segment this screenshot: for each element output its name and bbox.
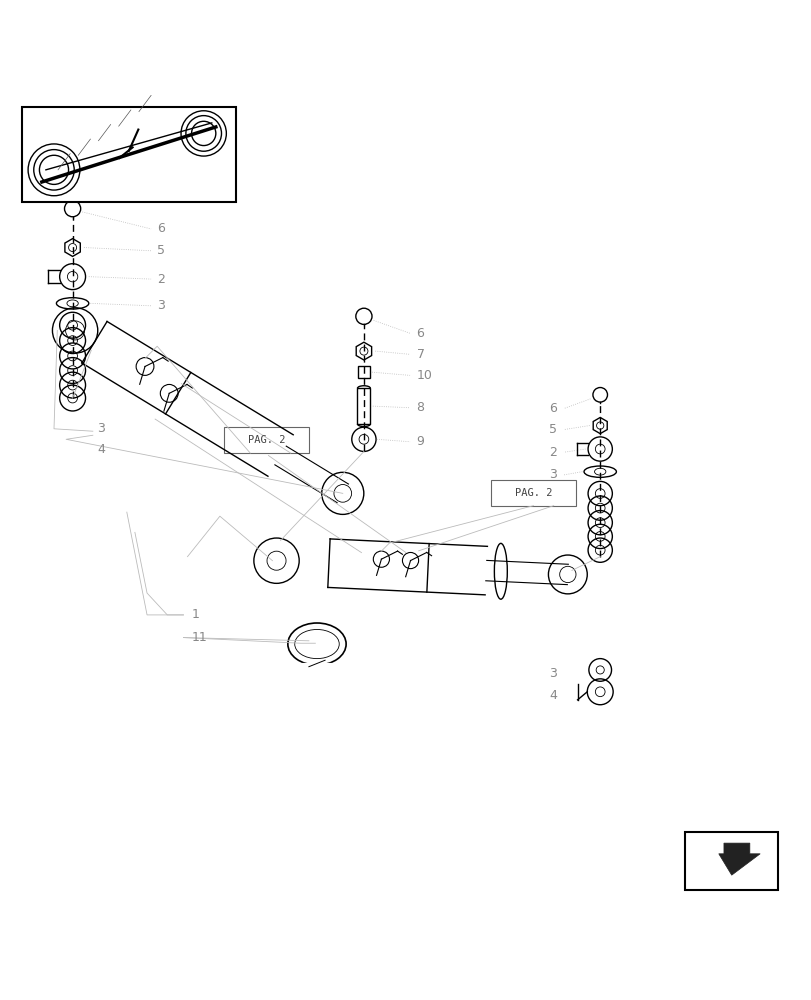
- Text: 8: 8: [416, 401, 424, 414]
- Text: 3: 3: [549, 667, 556, 680]
- Text: 9: 9: [416, 435, 424, 448]
- Bar: [224, 427, 308, 453]
- Text: PAG. 2: PAG. 2: [514, 488, 551, 498]
- Polygon shape: [718, 843, 759, 875]
- Bar: [357, 388, 370, 424]
- Text: 4: 4: [97, 443, 105, 456]
- Text: 1: 1: [191, 608, 200, 621]
- Text: 2: 2: [157, 273, 165, 286]
- Text: PAG. 2: PAG. 2: [247, 435, 285, 445]
- Bar: [684, 832, 777, 890]
- Text: 5: 5: [549, 423, 556, 436]
- Bar: [358, 366, 369, 378]
- Text: 3: 3: [97, 422, 105, 435]
- Text: 10: 10: [416, 369, 432, 382]
- Text: 3: 3: [549, 468, 556, 481]
- Text: 4: 4: [549, 689, 556, 702]
- Text: 6: 6: [416, 327, 424, 340]
- Text: 11: 11: [191, 631, 207, 644]
- Text: 6: 6: [549, 402, 556, 415]
- Bar: [491, 480, 575, 506]
- Text: 3: 3: [157, 299, 165, 312]
- Text: 7: 7: [416, 348, 424, 361]
- Text: 2: 2: [549, 446, 556, 459]
- Bar: [22, 107, 236, 202]
- Text: 5: 5: [157, 244, 165, 257]
- Text: 6: 6: [157, 222, 165, 235]
